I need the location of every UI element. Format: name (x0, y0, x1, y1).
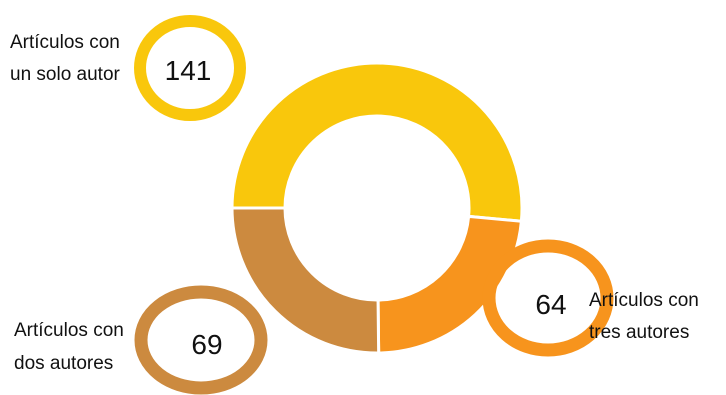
category-label-three-authors-line-2: tres autores (589, 322, 689, 343)
value-label-three-authors: 64 (535, 289, 566, 320)
donut-slice-single-author (230, 61, 524, 223)
category-label-single-author-line-2: un solo autor (10, 64, 121, 85)
value-label-single-author: 141 (165, 55, 212, 86)
callout-single-author: 141 Artículos con un solo autor (10, 15, 246, 121)
category-label-single-author-line-1: Artículos con (10, 32, 120, 53)
callouts-layer: 141 Artículos con un solo autor 64 Artículos… (10, 15, 699, 395)
callout-ring-three-authors (482, 239, 614, 357)
category-label-three-authors-line-1: Artículos con (589, 290, 699, 311)
slices-layer (230, 61, 524, 355)
donut-slice-two-authors (230, 206, 381, 355)
value-label-two-authors: 69 (191, 329, 222, 360)
callout-ring-single-author (134, 15, 246, 121)
category-label-two-authors-line-1: Artículos con (14, 320, 124, 341)
callout-ring-two-authors (134, 285, 268, 395)
donut-slice-three-authors (376, 214, 524, 355)
callout-two-authors: 69 Artículos con dos autores (14, 285, 268, 395)
callout-three-authors: 64 Artículos con tres autores (482, 239, 699, 357)
category-label-two-authors-line-2: dos autores (14, 353, 113, 374)
